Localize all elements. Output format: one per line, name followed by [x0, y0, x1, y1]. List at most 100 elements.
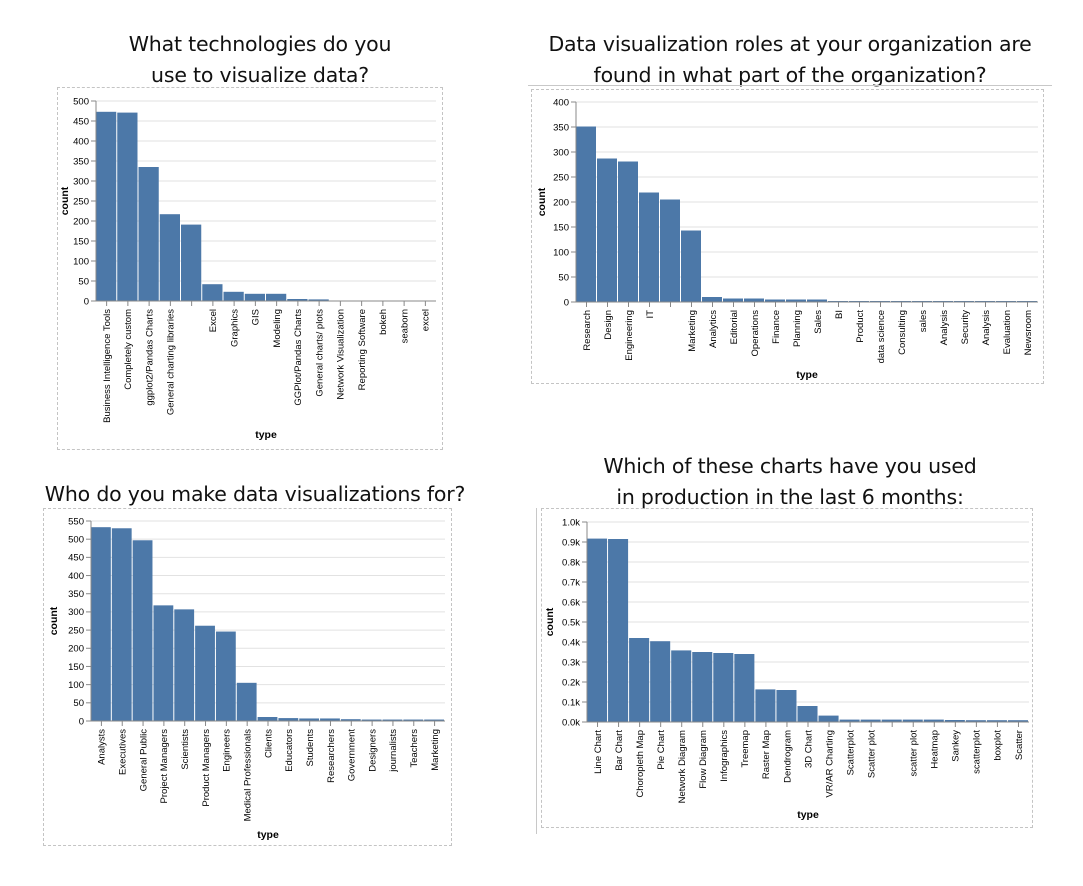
- chart-3-x-tick-label: Marketing: [430, 729, 441, 771]
- chart-2-bar: [639, 192, 659, 302]
- chart-2-x-tick-label: Research: [582, 310, 593, 351]
- chart-4-bar: [944, 720, 965, 722]
- chart-2-x-axis-title: type: [796, 369, 818, 381]
- chart-2-y-tick-label: 100: [553, 247, 569, 258]
- chart-4-y-tick-label: 0.4k: [562, 637, 580, 648]
- chart-1-y-tick-label: 400: [73, 136, 89, 147]
- chart-3-bar: [215, 631, 236, 721]
- chart-4-bar: [1007, 720, 1028, 722]
- chart-1-x-tick-label: Business Intelligence Tools: [102, 309, 113, 423]
- chart-2-x-tick-label: Newsroom: [1023, 310, 1034, 355]
- chart-1-y-tick-label: 450: [73, 116, 89, 127]
- chart-4-title: Which of these charts have you used in p…: [560, 451, 1020, 513]
- chart-3-x-tick-label: Educators: [284, 729, 295, 772]
- chart-3-bar: [153, 605, 174, 721]
- chart-4-bar: [713, 653, 734, 722]
- chart-4-x-tick-label: Scatterplot: [845, 730, 856, 776]
- chart-3-x-tick-label: Analysts: [97, 729, 108, 765]
- chart-1-frame: [57, 87, 443, 450]
- chart-4-y-tick-label: 0.5k: [562, 617, 580, 628]
- chart-3-bar: [132, 540, 153, 721]
- chart-4-x-tick-label: boxplot: [993, 730, 1004, 761]
- chart-4-x-tick-label: Infographics: [719, 730, 730, 782]
- chart-4-bar: [902, 719, 923, 722]
- chart-3-bar: [91, 527, 111, 721]
- chart-2-x-tick-label: BI: [834, 310, 845, 319]
- chart-1-bar: [181, 224, 202, 301]
- chart-4-x-axis-title: type: [797, 809, 819, 821]
- chart-3-x-tick-label: Clients: [263, 729, 274, 758]
- chart-1-x-tick-label: seaborn: [399, 309, 410, 343]
- chart-3-y-tick-label: 300: [68, 607, 84, 618]
- chart-3-y-tick-label: 550: [68, 516, 84, 527]
- chart-1-x-tick-label: General charts/ plots: [314, 309, 325, 397]
- chart-3-x-tick-label: Researchers: [326, 729, 337, 783]
- chart-1-x-tick-label: GGPlot/Pandas Charts: [293, 309, 304, 406]
- chart-3-bar: [424, 719, 444, 721]
- chart-3-y-tick-label: 500: [68, 534, 84, 545]
- chart-3-y-tick-label: 100: [68, 680, 84, 691]
- chart-2-y-tick-label: 0: [564, 297, 569, 308]
- chart-3-x-tick-label: Medical Professionals: [242, 729, 253, 822]
- chart-2-x-tick-label: Product: [855, 310, 866, 343]
- chart-4-x-tick-label: scatterplot: [972, 730, 983, 774]
- chart-3-bar: [195, 625, 215, 721]
- chart-4-x-tick-label: Pie Chart: [656, 730, 667, 770]
- chart-4-x-tick-label: Line Chart: [593, 730, 604, 774]
- chart-3-bar: [299, 718, 320, 721]
- chart-4-x-tick-label: Scatter: [1014, 730, 1025, 760]
- chart-2-bar: [618, 161, 638, 302]
- chart-2-title-line-2: found in what part of the organization?: [593, 63, 987, 87]
- chart-1-bar: [244, 293, 265, 301]
- chart-3-y-tick-label: 0: [79, 716, 84, 727]
- chart-3-y-tick-label: 400: [68, 571, 84, 582]
- chart-2-y-tick-label: 200: [553, 197, 569, 208]
- chart-3-x-tick-label: Teachers: [409, 729, 420, 768]
- chart-4-bar: [881, 719, 902, 722]
- chart-4-y-tick-label: 0.8k: [562, 557, 580, 568]
- chart-4-x-tick-label: Dendrogram: [782, 730, 793, 783]
- chart-4-x-tick-label: Raster Map: [761, 730, 772, 779]
- chart-2-bar: [723, 298, 743, 302]
- chart-1-x-tick-label: Excel: [208, 309, 219, 332]
- chart-3-x-tick-label: Designers: [367, 729, 378, 772]
- chart-3-bar: [174, 609, 195, 721]
- chart-3-bar: [236, 682, 257, 721]
- chart-2-bar: [597, 158, 617, 302]
- chart-4-x-tick-label: Flow Diagram: [698, 730, 709, 789]
- chart-1-bar: [117, 112, 138, 301]
- chart-2-x-tick-label: Analysis: [981, 310, 992, 346]
- chart-4-title-line-2: in production in the last 6 months:: [616, 485, 964, 509]
- chart-1-x-tick-label: Completely custom: [123, 309, 134, 390]
- chart-3-bar: [382, 719, 403, 721]
- chart-4-bar: [839, 719, 860, 722]
- chart-4-y-tick-label: 1.0k: [562, 517, 580, 528]
- chart-3-x-tick-label: General Public: [138, 729, 149, 792]
- chart-2-x-tick-label: Planning: [792, 310, 803, 347]
- chart-2-x-tick-label: Engineering: [624, 310, 635, 361]
- chart-1-y-tick-label: 0: [84, 296, 89, 307]
- chart-3-x-tick-label: Executives: [118, 729, 129, 775]
- chart-4-x-tick-label: Treemap: [740, 730, 751, 768]
- chart-4-title-line-1: Which of these charts have you used: [603, 454, 977, 478]
- chart-4-bar: [986, 720, 1007, 722]
- chart-2-frame: [531, 89, 1044, 384]
- chart-4-bar: [608, 539, 629, 722]
- chart-3-bar: [111, 528, 132, 721]
- chart-3-y-tick-label: 200: [68, 644, 84, 655]
- chart-4-bar: [797, 706, 818, 722]
- chart-2-y-tick-label: 250: [553, 172, 569, 183]
- chart-4-bar: [587, 538, 608, 722]
- chart-2-bar: [786, 299, 806, 302]
- chart-2-y-axis-title: count: [536, 187, 548, 216]
- chart-4-x-tick-label: Network Diagram: [677, 730, 688, 803]
- chart-4-y-axis-title: count: [544, 607, 556, 636]
- chart-3-bar: [257, 717, 278, 721]
- chart-3-y-tick-label: 450: [68, 553, 84, 564]
- chart-2-bar: [681, 230, 701, 302]
- chart-1-x-tick-label: ggplot2/Pandas Charts: [144, 309, 155, 406]
- chart-1-bar: [223, 291, 244, 301]
- chart-3-x-tick-label: Project Managers: [159, 729, 170, 804]
- chart-4-bar: [734, 654, 755, 722]
- chart-3-y-axis-title: count: [48, 606, 60, 635]
